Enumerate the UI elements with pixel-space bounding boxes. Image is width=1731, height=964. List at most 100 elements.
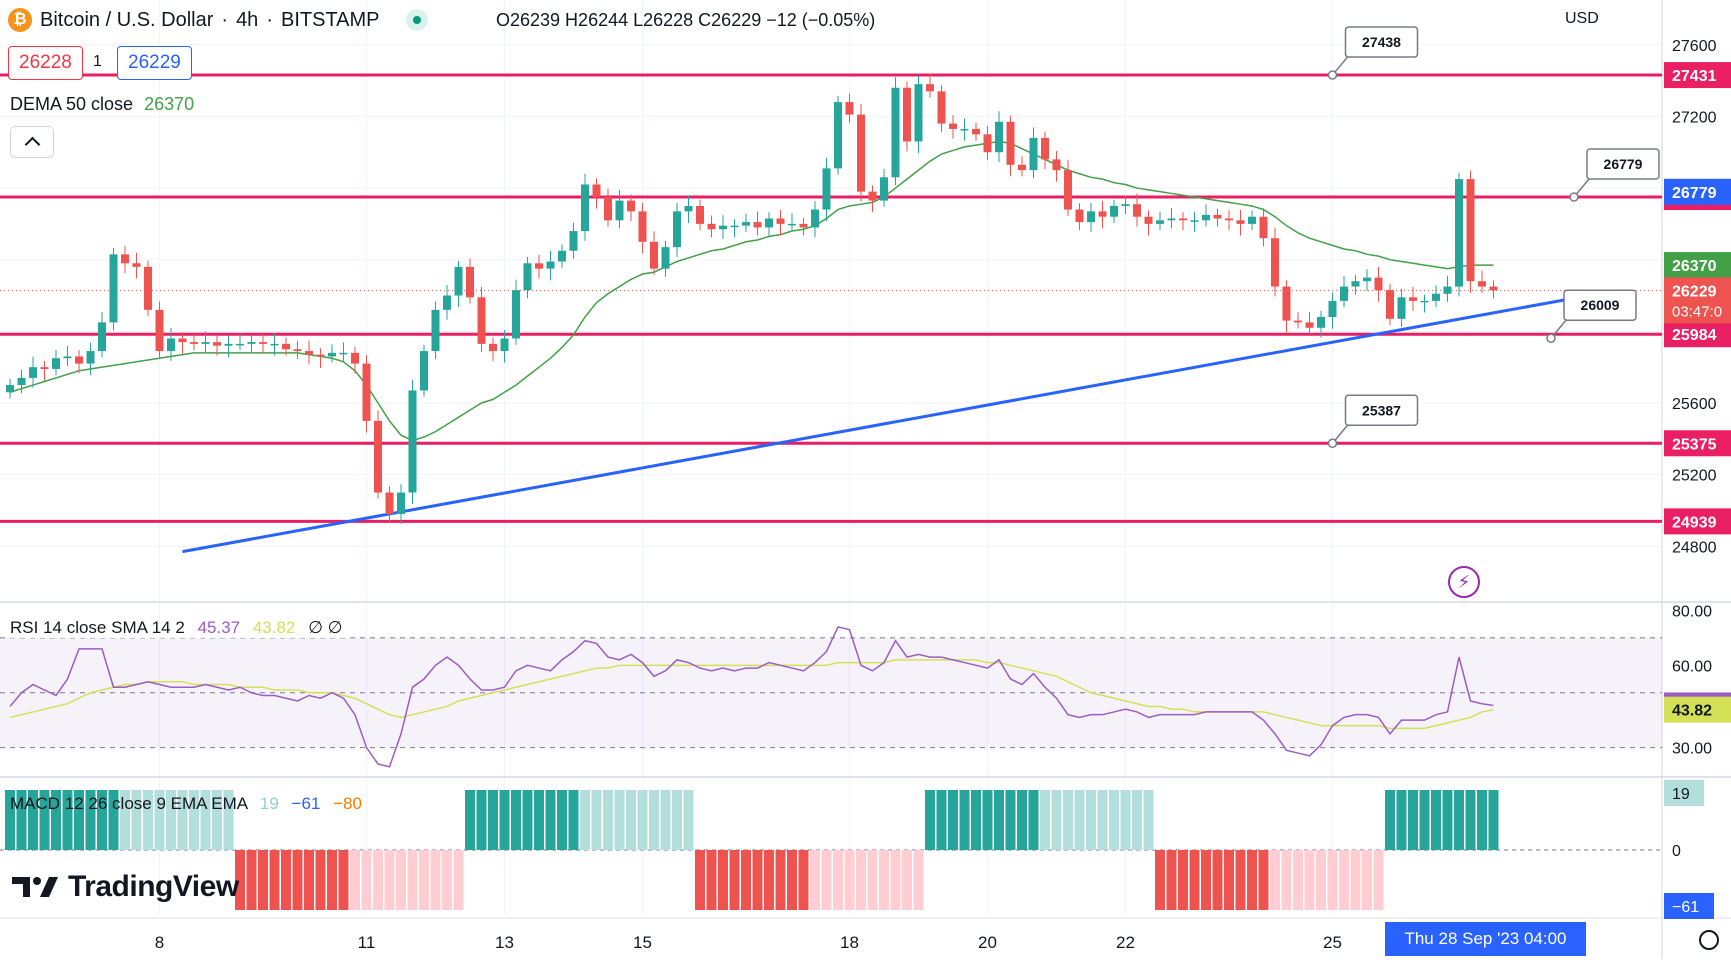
- macd-histogram-bar: [430, 850, 441, 910]
- macd-histogram-bar: [384, 850, 395, 910]
- candle: [627, 194, 635, 222]
- macd-histogram-bar: [649, 790, 659, 850]
- rsi-tick-label: 60.00: [1672, 658, 1712, 675]
- candle-body: [132, 263, 141, 267]
- candle-body: [1282, 286, 1291, 321]
- dema-value: 26370: [144, 94, 195, 114]
- macd-legend[interactable]: MACD 12 26 close 9 EMA EMA 19 −61 −80: [10, 794, 362, 814]
- candle-body: [63, 356, 72, 359]
- candle: [397, 484, 405, 524]
- candle-body: [190, 342, 198, 344]
- candle: [995, 111, 1003, 163]
- candle: [523, 257, 532, 299]
- candle-body: [983, 134, 992, 153]
- macd-histogram-bar: [522, 790, 533, 850]
- candle-body: [1098, 211, 1107, 217]
- tradingview-logo[interactable]: TradingView: [12, 870, 239, 904]
- candle: [811, 201, 819, 238]
- alert-lightning-icon[interactable]: ⚡: [1448, 566, 1480, 598]
- candle: [569, 222, 578, 259]
- brand-name: TradingView: [68, 870, 239, 903]
- candle-body: [776, 218, 785, 224]
- macd-histogram-bar: [948, 790, 958, 850]
- candle-body: [1478, 281, 1486, 287]
- currency-label[interactable]: USD: [1565, 10, 1599, 27]
- price-tick-label: 27200: [1672, 109, 1717, 126]
- candle-body: [903, 87, 911, 142]
- candle: [903, 81, 911, 152]
- level-price-tag-label: 27431: [1672, 68, 1717, 85]
- candle: [1190, 211, 1199, 232]
- candle-body: [40, 367, 49, 369]
- time-tick-label: 18: [840, 933, 859, 952]
- candle: [29, 356, 37, 388]
- candle: [109, 248, 118, 331]
- macd-histogram-bar: [1465, 790, 1476, 850]
- symbol-name: Bitcoin / U.S. Dollar: [40, 8, 214, 31]
- macd-histogram-bar: [442, 850, 452, 910]
- chevron-up-icon: [24, 136, 40, 153]
- macd-histogram-bar: [1373, 850, 1384, 910]
- header-dot: ·: [266, 8, 273, 31]
- macd-histogram-bar: [1281, 850, 1292, 910]
- time-tick-label: 25: [1323, 933, 1342, 952]
- candle: [891, 77, 900, 186]
- price-tick-label: 25200: [1672, 468, 1717, 485]
- collapse-indicators-button[interactable]: [10, 126, 54, 158]
- macd-histogram-bar: [511, 790, 521, 850]
- candle-body: [926, 84, 934, 92]
- candle: [247, 335, 256, 352]
- candle-body: [512, 290, 520, 339]
- candle-body: [811, 209, 819, 228]
- buy-price-button[interactable]: 26229: [117, 46, 192, 80]
- candle: [362, 355, 371, 433]
- macd-histogram-bar: [419, 850, 429, 910]
- macd-histogram-bar: [1258, 850, 1269, 910]
- macd-histogram-bar: [1189, 850, 1200, 910]
- macd-histogram-bar: [212, 790, 222, 850]
- candle-body: [121, 254, 129, 264]
- candle-body: [914, 84, 923, 142]
- candle: [1340, 276, 1348, 308]
- candle-body: [1409, 297, 1417, 301]
- macd-histogram-bar: [407, 850, 418, 910]
- candle-body: [868, 191, 877, 201]
- sell-price-button[interactable]: 26228: [8, 46, 83, 80]
- macd-histogram-bar: [1132, 790, 1142, 850]
- rsi-legend[interactable]: RSI 14 close SMA 14 2 45.37 43.82 ∅ ∅: [10, 618, 347, 638]
- candle-body: [500, 338, 509, 352]
- macd-histogram-bar: [1419, 790, 1430, 850]
- candle-body: [167, 338, 175, 352]
- candle: [638, 202, 647, 254]
- symbol-header[interactable]: ₿ Bitcoin / U.S. Dollar · 4h · BITSTAMP: [8, 8, 428, 32]
- candle: [1466, 170, 1475, 293]
- dema-legend[interactable]: DEMA 50 close 26370: [10, 94, 194, 115]
- candle: [799, 217, 808, 236]
- candle: [121, 245, 129, 274]
- candle-body: [995, 121, 1003, 153]
- candle-body: [1156, 220, 1164, 224]
- candle: [201, 331, 210, 352]
- candle: [1305, 311, 1314, 336]
- candle-body: [1489, 286, 1498, 291]
- callout-box: [1344, 26, 1419, 58]
- candle-body: [339, 352, 348, 355]
- macd-histogram-bar: [1339, 850, 1349, 910]
- interval[interactable]: 4h: [236, 8, 259, 31]
- candle-body: [1202, 214, 1210, 221]
- price-badge-label: 26779: [1672, 185, 1717, 202]
- candle-body: [397, 492, 405, 515]
- macd-histogram-bar: [292, 850, 303, 910]
- candle-body: [857, 114, 865, 192]
- candle: [86, 342, 95, 376]
- candle-body: [558, 250, 566, 262]
- candle: [822, 157, 831, 222]
- signal-value: −80: [333, 794, 362, 813]
- macd-histogram-bar: [1488, 790, 1499, 850]
- settings-icon[interactable]: [1699, 930, 1719, 950]
- candle: [1432, 285, 1440, 308]
- macd-histogram-bar: [74, 790, 84, 850]
- candle-body: [489, 343, 497, 352]
- callout-label: 26009: [1581, 297, 1620, 313]
